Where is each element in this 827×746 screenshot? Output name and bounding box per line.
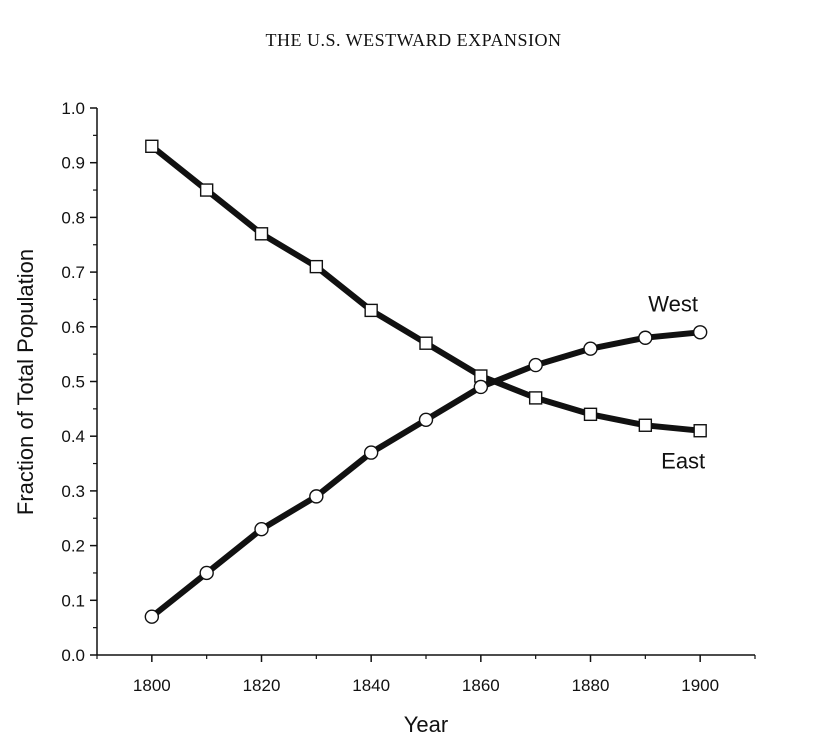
y-tick-label: 0.0 xyxy=(61,646,85,665)
y-tick-label: 0.2 xyxy=(61,537,85,556)
data-point-east xyxy=(254,227,269,241)
series-line-west xyxy=(149,329,701,620)
data-point-east xyxy=(309,259,324,274)
y-tick-label: 0.8 xyxy=(61,208,85,227)
x-tick-label: 1860 xyxy=(462,676,500,695)
data-point-east xyxy=(199,183,214,197)
y-tick-label: 0.6 xyxy=(61,318,85,337)
x-tick-label: 1880 xyxy=(572,676,610,695)
data-point-east xyxy=(638,418,653,432)
y-axis-title: Fraction of Total Population xyxy=(13,249,38,515)
data-point-west xyxy=(363,445,379,460)
y-tick-label: 0.1 xyxy=(61,591,85,610)
series-label-east: East xyxy=(661,449,705,474)
data-point-east xyxy=(528,391,543,405)
data-point-west xyxy=(309,489,324,504)
ticks: 0.0 0.1 0.2 0.3 0.4 0.5 0.6 0.7 0.8 0.9 1.0 1800 182… xyxy=(61,99,756,695)
data-point-west xyxy=(692,325,708,340)
series-lines xyxy=(149,143,701,620)
data-point-west xyxy=(528,357,543,373)
y-tick-label: 0.9 xyxy=(61,154,85,173)
y-tick-label: 0.5 xyxy=(61,373,85,392)
chart-title: THE U.S. WESTWARD EXPANSION xyxy=(265,30,562,50)
data-point-west xyxy=(638,330,653,345)
series-line-east xyxy=(149,143,701,434)
markers xyxy=(144,139,708,624)
y-tick-label: 1.0 xyxy=(61,99,85,118)
data-point-west xyxy=(144,609,160,624)
data-point-west xyxy=(418,412,434,427)
axes xyxy=(96,108,755,656)
data-point-east xyxy=(693,424,707,438)
data-point-east xyxy=(419,336,433,350)
x-axis-title: Year xyxy=(404,712,448,737)
x-tick-label: 1840 xyxy=(352,676,390,695)
data-point-east xyxy=(145,139,159,153)
y-tick-label: 0.7 xyxy=(61,263,85,282)
series-label-west: West xyxy=(648,291,698,316)
data-point-west xyxy=(583,341,598,356)
data-point-west xyxy=(473,379,489,395)
x-tick-label: 1800 xyxy=(133,676,171,695)
data-point-west xyxy=(254,521,269,537)
x-tick-label: 1900 xyxy=(681,676,719,695)
data-point-west xyxy=(199,565,214,581)
y-tick-label: 0.3 xyxy=(61,482,85,501)
data-point-east xyxy=(364,303,378,318)
y-tick-label: 0.4 xyxy=(61,427,85,446)
data-point-east xyxy=(583,407,598,422)
x-tick-label: 1820 xyxy=(243,676,281,695)
